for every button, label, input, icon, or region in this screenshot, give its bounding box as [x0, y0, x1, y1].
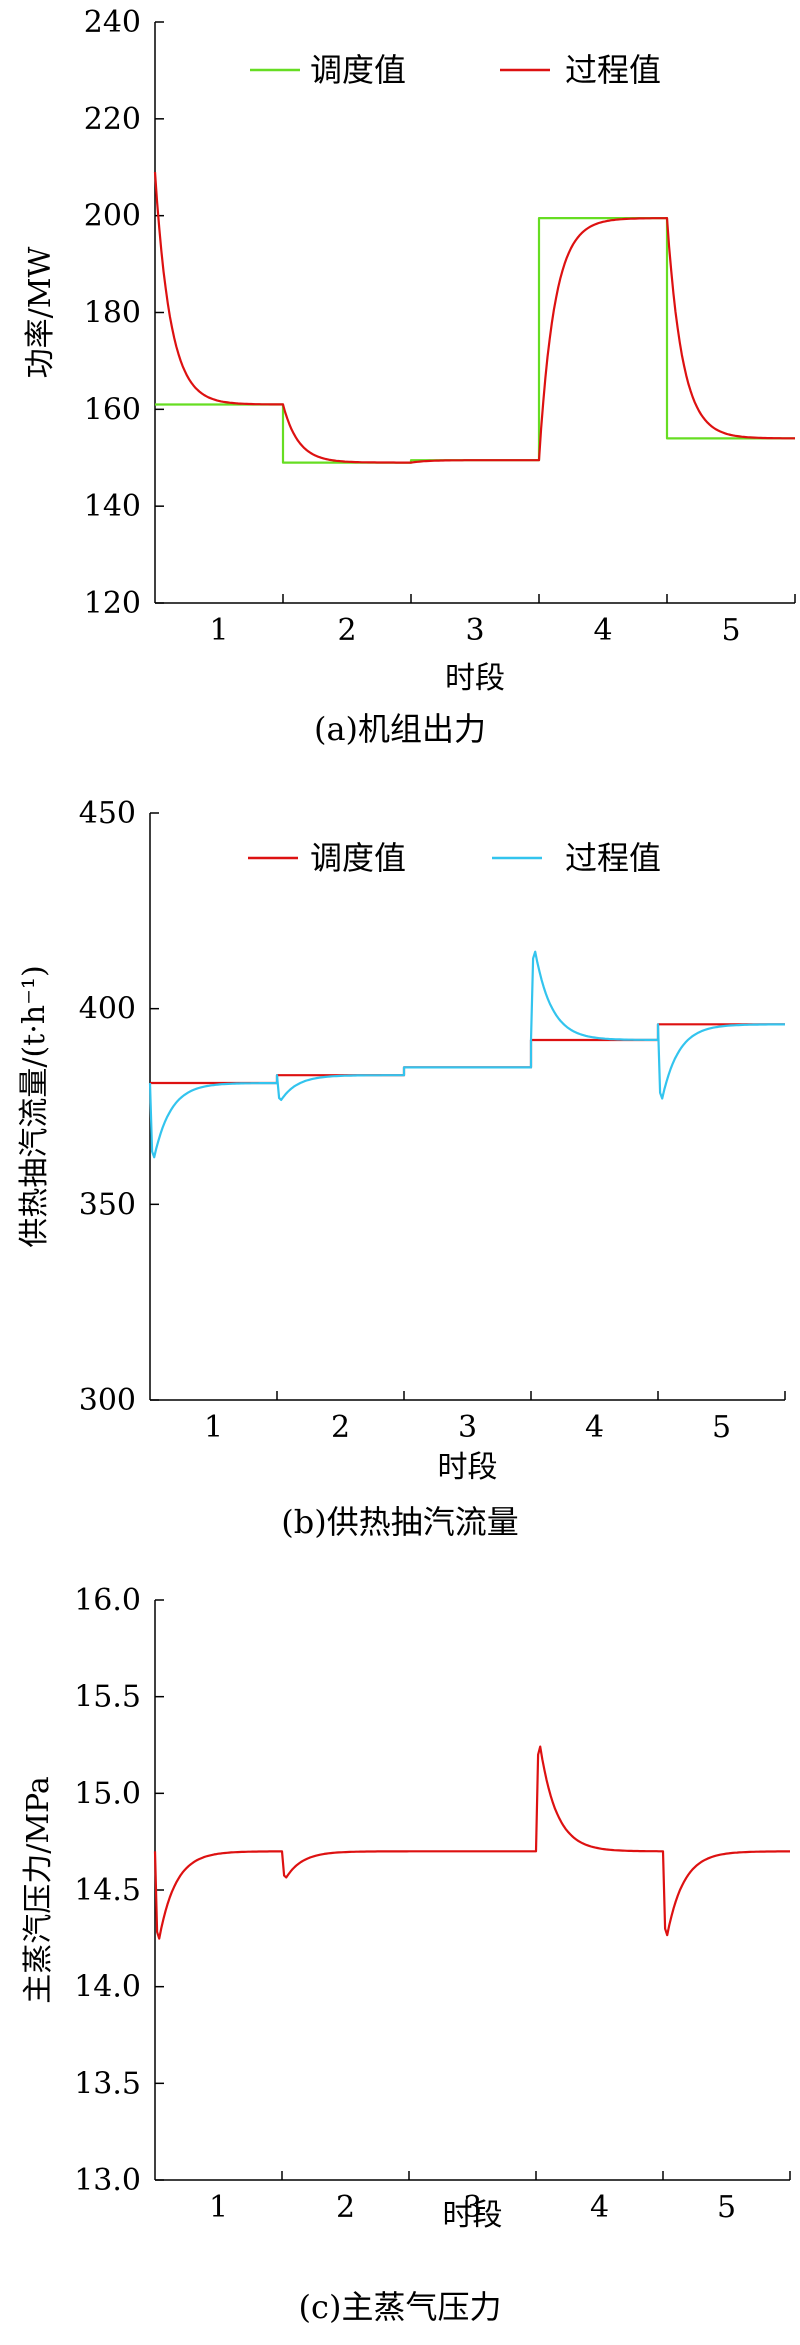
chart-caption: (b)供热抽汽流量 [281, 1503, 518, 1541]
y-tick-label: 160 [84, 392, 141, 427]
chart-caption: (c)主蒸气压力 [299, 2288, 502, 2326]
y-axis-title: 功率/MW [23, 247, 58, 379]
y-tick-label: 350 [79, 1187, 136, 1222]
chart-panel-0: 120 140 160 180 200 220 240 1 2 3 4 5 时段 功率/MW (a)机组出力… [23, 5, 796, 748]
legend-label-0: 调度值 [310, 839, 406, 877]
x-tick-label: 3 [458, 1410, 477, 1445]
x-tick-label: 2 [331, 1410, 350, 1445]
series-line-0 [150, 1023, 785, 1085]
x-tick-label: 1 [209, 2190, 228, 2225]
y-tick-label: 220 [84, 102, 141, 137]
y-tick-label: 16.0 [74, 1583, 141, 1618]
y-tick-label: 13.0 [74, 2163, 141, 2198]
x-tick-label: 5 [712, 1410, 731, 1445]
legend-label-1: 过程值 [565, 51, 661, 89]
y-tick-label: 15.5 [74, 1680, 141, 1715]
y-tick-label: 120 [84, 586, 141, 621]
x-tick-label: 1 [209, 613, 228, 648]
series-line-1 [148, 950, 785, 1159]
x-tick-label: 2 [337, 613, 356, 648]
x-axis-title: 时段 [443, 2198, 503, 2233]
chart-caption: (a)机组出力 [314, 710, 486, 748]
x-tick-label: 1 [204, 1410, 223, 1445]
y-tick-label: 15.0 [74, 1776, 141, 1811]
chart-panel-2: 13.0 13.5 14.0 14.5 15.0 15.5 16.0 1 2 3 4 5 时段 主蒸汽压力… [21, 1583, 791, 2326]
x-tick-label: 5 [717, 2190, 736, 2225]
series-line-0 [155, 217, 795, 464]
y-tick-label: 450 [79, 796, 136, 831]
x-axis-title: 时段 [438, 1450, 498, 1485]
y-tick-label: 14.0 [74, 1970, 141, 2005]
series-line-0 [153, 1745, 790, 1940]
x-tick-label: 4 [585, 1410, 604, 1445]
y-tick-label: 13.5 [74, 2066, 141, 2101]
x-tick-label: 5 [721, 613, 740, 648]
x-tick-label: 3 [463, 2190, 482, 2225]
x-tick-label: 4 [593, 613, 612, 648]
legend-label-0: 调度值 [310, 51, 406, 89]
y-tick-label: 200 [84, 199, 141, 234]
y-axis-title: 主蒸汽压力/MPa [21, 1776, 56, 2004]
y-tick-label: 14.5 [74, 1873, 141, 1908]
x-tick-label: 3 [465, 613, 484, 648]
y-tick-label: 180 [84, 296, 141, 331]
x-tick-label: 4 [590, 2190, 609, 2225]
x-axis-title: 时段 [445, 661, 505, 696]
y-tick-label: 400 [79, 992, 136, 1027]
chart-panel-1: 300 350 400 450 1 2 3 4 5 时段 供热抽汽流量/(t·h⁻¹) (b)供热抽汽… [17, 796, 786, 1541]
y-tick-label: 140 [84, 489, 141, 524]
legend-label-1: 过程值 [565, 839, 661, 877]
y-axis-title: 供热抽汽流量/(t·h⁻¹) [17, 965, 52, 1247]
y-tick-label: 300 [79, 1383, 136, 1418]
series-line-1 [153, 172, 795, 464]
y-tick-label: 240 [84, 5, 141, 40]
x-tick-label: 2 [336, 2190, 355, 2225]
